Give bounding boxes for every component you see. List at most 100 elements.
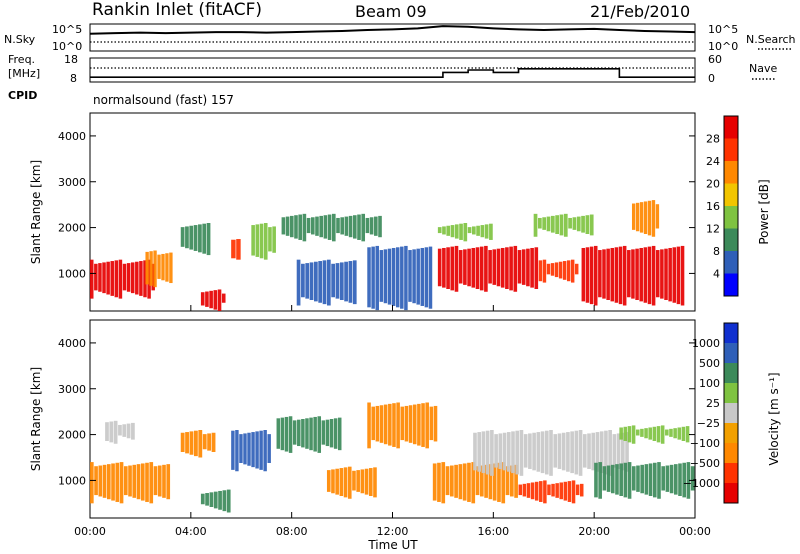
velocity-band-1-2: [113, 420, 118, 444]
velocity-band-6-6: [352, 470, 356, 491]
colorbar-tick-6: 4: [713, 268, 720, 281]
colorbar-tick-2: 100: [699, 377, 720, 390]
velocity-band-8-17: [505, 466, 510, 496]
velocity-band-0-6: [115, 462, 120, 502]
velocity-band-10-3: [530, 482, 535, 500]
velocity-band-11-19: [673, 464, 678, 495]
velocity-band-9-22: [566, 432, 570, 472]
power-band-10-4: [454, 224, 459, 239]
power-band-8-0: [367, 247, 371, 308]
power-band-6-23: [378, 215, 382, 238]
velocity-band-2-7: [211, 432, 216, 452]
velocity-band-9-3: [485, 430, 490, 475]
nsky-left-tick-bottom: 10^0: [52, 40, 82, 53]
velocity-band-2-3: [193, 430, 198, 457]
velocity-band-5-11: [321, 420, 326, 445]
power-band-9-8: [471, 247, 476, 288]
power-band-2-4: [217, 289, 222, 311]
velocity-band-5-9: [313, 416, 317, 452]
power-band-5-5: [272, 226, 276, 253]
velocity-band-1-0: [105, 422, 109, 441]
velocity-band-7-4: [383, 404, 388, 445]
xtick-label-1: 04:00: [175, 525, 207, 538]
power-band-7-7: [326, 259, 331, 306]
velocity-band-6-3: [339, 468, 344, 496]
velocity-band-7-10: [408, 405, 413, 443]
nsky-line: [89, 25, 696, 35]
power-band-9-11: [484, 245, 488, 292]
velocity-band-0-4: [106, 464, 111, 500]
velocity-band-3-5: [222, 490, 227, 512]
velocity-band-11-18: [669, 464, 674, 494]
velocity-band-5-13: [329, 419, 334, 448]
velocity-band-2-4: [198, 430, 203, 458]
velocity-band-11-8: [627, 462, 632, 499]
power-band-2-3: [213, 290, 218, 310]
power-band-12-15: [643, 247, 648, 303]
velocity-band-9-21: [561, 432, 566, 471]
velocity-band-6-2: [335, 468, 339, 495]
velocity-band-10-8: [551, 483, 555, 497]
power-band-5-2: [259, 223, 264, 259]
velocity-band-9-6: [498, 433, 503, 469]
ytick-label-0: 4000: [58, 337, 86, 350]
velocity-band-7-11: [412, 404, 417, 445]
velocity-band-9-20: [557, 433, 562, 469]
station-title: Rankin Inlet (fitACF): [92, 0, 262, 20]
power-band-11-3: [550, 263, 555, 276]
velocity-band-9-24: [574, 430, 579, 475]
ytick-label-0: 4000: [58, 130, 86, 143]
velocity-band-11-16: [661, 466, 665, 491]
velocity-band-5-8: [309, 417, 313, 451]
power-band-12-12: [631, 249, 635, 299]
nsky-label: N.Sky: [4, 33, 36, 46]
velocity-band-10-4: [534, 481, 539, 501]
power-band-9-10: [479, 246, 484, 291]
velocity-band-5-12: [325, 419, 330, 447]
colorbar-swatch-6: [724, 138, 738, 161]
velocity-band-5-14: [333, 418, 338, 449]
power-band-13-2: [639, 202, 644, 233]
velocity-band-9-1: [477, 432, 482, 472]
power-band-12-20: [664, 248, 668, 300]
power-band-12-16: [647, 246, 652, 305]
velocity-band-6-7: [356, 470, 360, 492]
nave-right-tick-bottom: 0: [708, 72, 715, 85]
velocity-band-8-14: [492, 463, 497, 501]
power-band-0-15: [151, 263, 155, 291]
freq-frame: [89, 57, 696, 83]
xtick-label-5: 20:00: [578, 525, 610, 538]
power-band-7-6: [322, 260, 327, 305]
power-band-7-0: [296, 259, 301, 306]
velocity-band-9-10: [515, 430, 520, 475]
power-band-8-13: [420, 247, 425, 306]
velocity-band-7-13: [421, 403, 425, 447]
velocity-band-8-8: [467, 462, 471, 502]
power-band-13-4: [647, 200, 652, 236]
power-band-2-1: [205, 291, 209, 307]
power-band-11-1: [542, 259, 547, 283]
velocity-band-8-0: [432, 463, 437, 501]
velocity-band-8-19: [514, 464, 518, 498]
velocity-band-1-4: [122, 424, 127, 437]
power-band-14-8: [568, 217, 572, 229]
power-band-3-3: [193, 225, 198, 251]
velocity-band-10-10: [559, 482, 564, 500]
velocity-band-11-10: [636, 465, 640, 492]
power-band-12-18: [655, 250, 660, 298]
colorbar-swatch-4: [724, 183, 738, 206]
velocity-band-10-9: [555, 483, 559, 498]
power-band-3-5: [202, 223, 207, 254]
power-band-10-3: [450, 225, 455, 238]
colorbar-tick-3: 16: [706, 200, 720, 213]
colorbar-tick-0: 1000: [692, 337, 720, 350]
velocity-band-9-4: [490, 430, 494, 476]
power-yticks: 4000 3000 2000 1000: [58, 130, 695, 280]
velocity-band-11-6: [619, 463, 623, 496]
power-band-6-4: [298, 214, 302, 240]
power-band-5-4: [268, 227, 272, 252]
power-band-12-2: [589, 246, 594, 305]
xtick-label-4: 16:00: [477, 525, 509, 538]
power-band-12-8: [614, 247, 619, 303]
